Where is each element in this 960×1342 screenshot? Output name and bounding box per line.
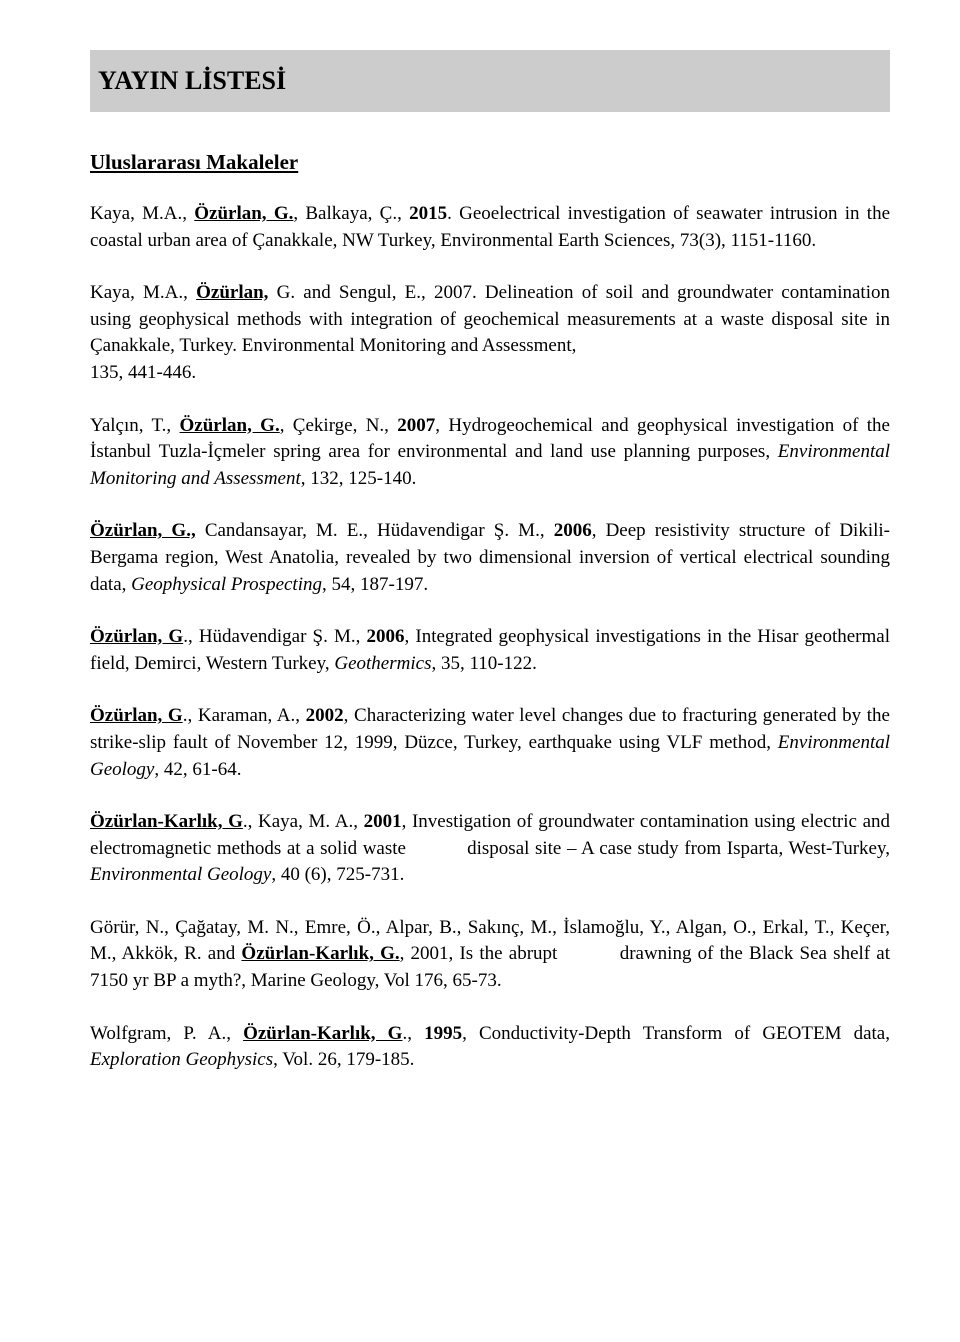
publication-entry: Özürlan, G., Candansayar, M. E., Hüdaven… (90, 518, 890, 598)
page-title: YAYIN LİSTESİ (98, 66, 866, 96)
publication-entry: Özürlan-Karlık, G., Kaya, M. A., 2001, I… (90, 809, 890, 889)
publication-entry: Yalçın, T., Özürlan, G., Çekirge, N., 20… (90, 413, 890, 493)
publication-entry: Kaya, M.A., Özürlan, G. and Sengul, E., … (90, 280, 890, 386)
title-bar: YAYIN LİSTESİ (90, 50, 890, 112)
publication-entry: Özürlan, G., Hüdavendigar Ş. M., 2006, I… (90, 624, 890, 677)
publication-list: Kaya, M.A., Özürlan, G., Balkaya, Ç., 20… (90, 201, 890, 1074)
publication-entry: Özürlan, G., Karaman, A., 2002, Characte… (90, 703, 890, 783)
publication-entry: Görür, N., Çağatay, M. N., Emre, Ö., Alp… (90, 915, 890, 995)
publication-entry: Kaya, M.A., Özürlan, G., Balkaya, Ç., 20… (90, 201, 890, 254)
section-heading: Uluslararası Makaleler (90, 150, 890, 175)
page-container: YAYIN LİSTESİ Uluslararası Makaleler Kay… (0, 0, 960, 1160)
publication-entry: Wolfgram, P. A., Özürlan-Karlık, G., 199… (90, 1021, 890, 1074)
